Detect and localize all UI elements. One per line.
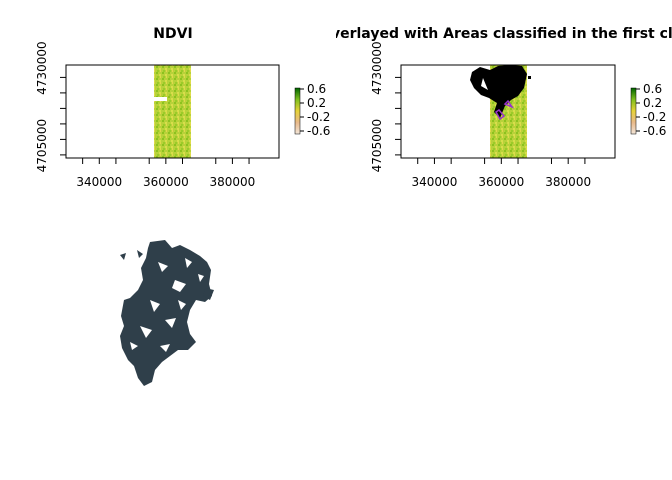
legend-tick-label: 0.2 <box>643 96 662 110</box>
x-tick-label: 380000 <box>210 175 256 189</box>
x-tick-label: 380000 <box>545 175 591 189</box>
panel-overlay-title: NDVI overlayed with Areas classified in … <box>277 26 672 42</box>
ndvi-raster-nodata-patch <box>152 97 167 101</box>
ndvi-raster-strip <box>154 65 191 158</box>
panel-ndvi-plot-box <box>65 64 280 159</box>
panel-overlay-title-clip: NDVI overlayed with Areas classified in … <box>277 26 672 42</box>
x-tick-label: 360000 <box>478 175 524 189</box>
x-tick-label: 360000 <box>143 175 189 189</box>
panel-ndvi-y-axis: 4705000 4730000 <box>35 41 66 172</box>
panel-ndvi-legend-colorbar <box>294 87 301 135</box>
overlay-classified-outline <box>495 99 515 121</box>
panel-ndvi: NDVI 340000 360000 380000 4705000 4730000 0… <box>35 26 330 189</box>
overlay-classified-speck <box>528 76 531 79</box>
legend-tick-label: 0.2 <box>307 96 326 110</box>
x-tick-label: 340000 <box>76 175 122 189</box>
panel-overlay-legend-colorbar <box>630 87 637 135</box>
polygon-cluster-gaps <box>130 258 204 352</box>
legend-tick-label: 0.6 <box>307 82 326 96</box>
panel-ndvi-legend: 0.60.2-0.2-0.6 <box>294 82 330 138</box>
polygon-cluster-main <box>120 240 212 386</box>
legend-tick-label: 0.6 <box>643 82 662 96</box>
panel-overlay-x-axis: 340000 360000 380000 <box>412 158 591 189</box>
y-tick-label: 4705000 <box>370 119 384 172</box>
y-tick-label: 4730000 <box>370 41 384 94</box>
panel-overlay-y-axis: 4705000 4730000 <box>370 41 401 172</box>
x-tick-label: 340000 <box>412 175 458 189</box>
panel-overlay: NDVI overlayed with Areas classified in … <box>277 26 672 189</box>
overlay-classified-areas <box>470 65 527 118</box>
panel-overlay-plot-box <box>400 64 616 159</box>
panel-ndvi-title: NDVI <box>153 26 192 42</box>
legend-tick-label: -0.6 <box>307 124 330 138</box>
panel-ndvi-x-axis: 340000 360000 380000 <box>76 158 255 189</box>
y-tick-label: 4730000 <box>35 41 49 94</box>
y-tick-label: 4705000 <box>35 119 49 172</box>
legend-tick-label: -0.2 <box>643 110 666 124</box>
legend-tick-label: -0.6 <box>643 124 666 138</box>
panel-overlay-legend: 0.60.2-0.2-0.6 <box>630 82 666 138</box>
legend-tick-label: -0.2 <box>307 110 330 124</box>
panel-polygons <box>120 240 214 386</box>
polygon-cluster-fragments <box>120 250 214 300</box>
